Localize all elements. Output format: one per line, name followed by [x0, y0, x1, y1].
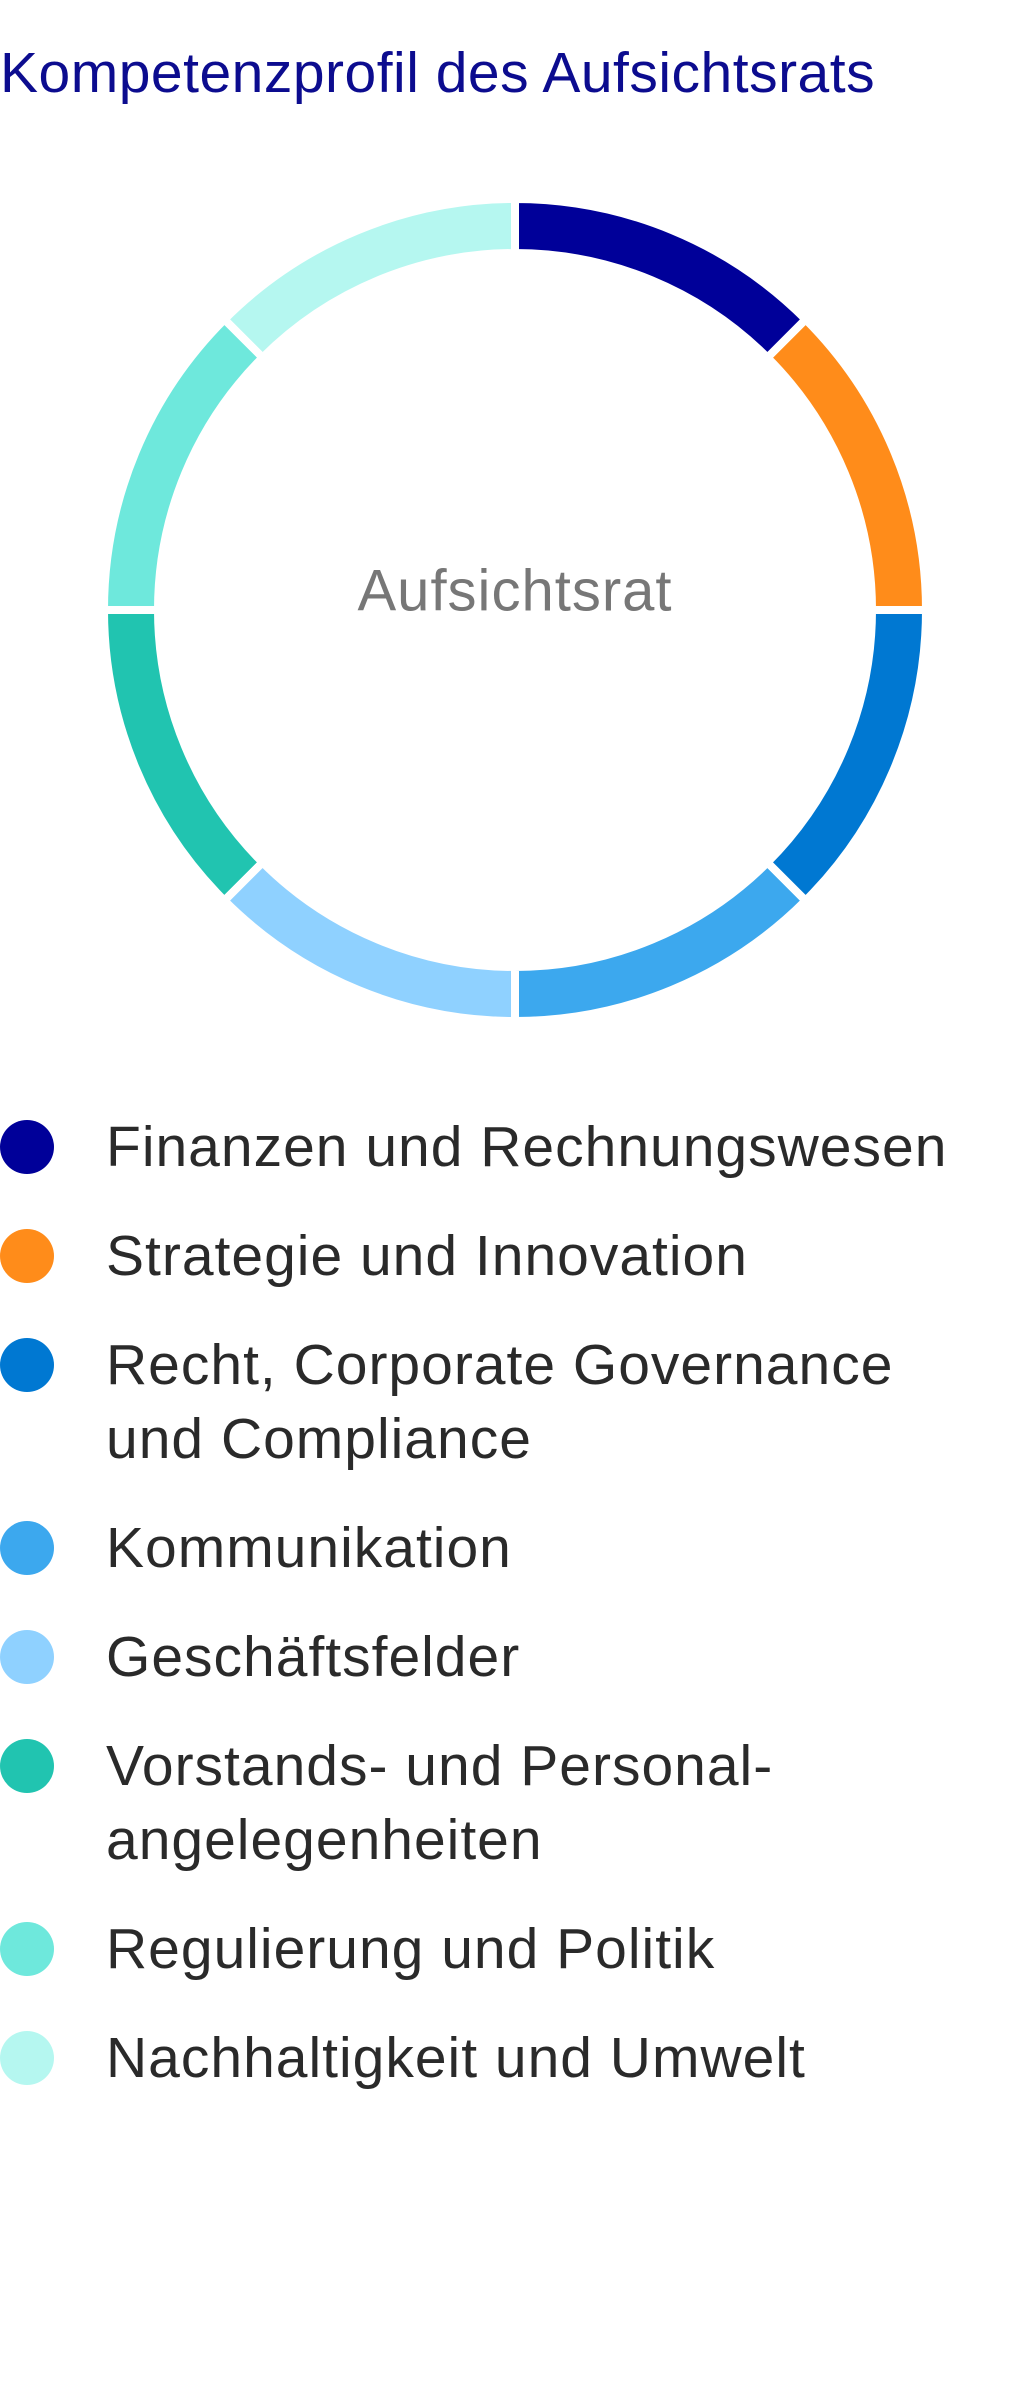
donut-segment: [761, 606, 931, 907]
legend-label: Strategie und Innovation: [106, 1224, 748, 1288]
donut-segment: [218, 856, 519, 1026]
legend-swatch: [0, 2031, 54, 2085]
legend-swatch: [0, 1630, 54, 1684]
legend-item: Vorstands- und Personal-angelegenheiten: [0, 1729, 1000, 1877]
donut-segment: [218, 194, 519, 364]
center-label: Aufsichtsrat: [358, 558, 673, 623]
legend-swatch: [0, 1338, 54, 1392]
legend: Finanzen und Rechnungswesen Strategie und…: [0, 1110, 1000, 2130]
legend-label: Geschäftsfelder: [106, 1625, 521, 1689]
legend-label: Nachhaltigkeit und Umwelt: [106, 2026, 806, 2090]
legend-label: Kommunikation: [106, 1516, 512, 1580]
legend-swatch: [0, 1739, 54, 1793]
donut-segment: [511, 856, 812, 1026]
legend-item: Nachhaltigkeit und Umwelt: [0, 2021, 1000, 2095]
donut-segment: [99, 313, 269, 614]
legend-item: Strategie und Innovation: [0, 1219, 1000, 1293]
legend-swatch: [0, 1521, 54, 1575]
legend-swatch: [0, 1922, 54, 1976]
legend-item: Kommunikation: [0, 1511, 1000, 1585]
legend-label: Regulierung und Politik: [106, 1917, 716, 1981]
donut-chart: Aufsichtsrat: [99, 194, 931, 1026]
chart-title: Kompetenzprofil des Aufsichtsrats: [0, 41, 876, 105]
legend-item: Regulierung und Politik: [0, 1912, 1000, 1986]
legend-item: Geschäftsfelder: [0, 1620, 1000, 1694]
legend-label: Recht, Corporate Governance und Complian…: [106, 1333, 894, 1471]
legend-label: Finanzen und Rechnungswesen: [106, 1115, 948, 1179]
legend-label: Vorstands- und Personal-angelegenheiten: [106, 1734, 774, 1872]
legend-swatch: [0, 1229, 54, 1283]
legend-swatch: [0, 1120, 54, 1174]
legend-item: Recht, Corporate Governance und Complian…: [0, 1328, 1000, 1476]
legend-item: Finanzen und Rechnungswesen: [0, 1110, 1000, 1184]
donut-segment: [511, 194, 812, 364]
donut-segment: [99, 606, 269, 907]
donut-segment: [761, 313, 931, 614]
